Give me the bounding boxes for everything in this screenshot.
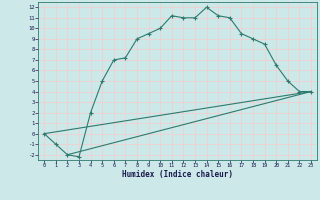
X-axis label: Humidex (Indice chaleur): Humidex (Indice chaleur) — [122, 170, 233, 179]
